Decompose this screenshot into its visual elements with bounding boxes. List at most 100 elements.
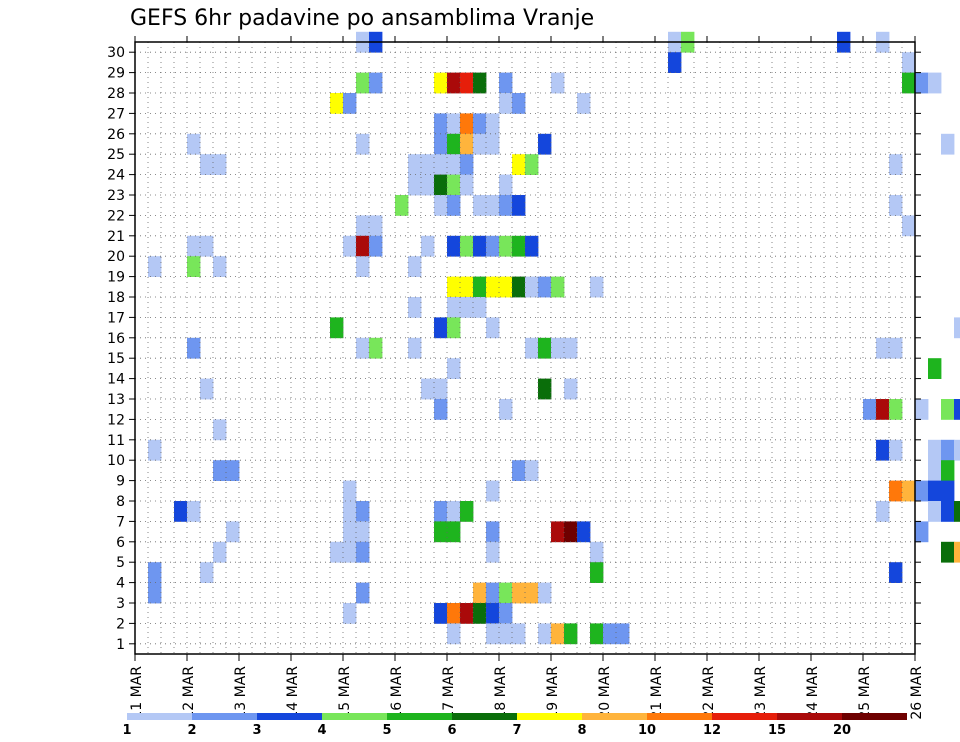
precip-cell-m20-t29 <box>512 235 526 257</box>
precip-cell-m19-t6 <box>213 256 227 277</box>
y-tick-label: 22 <box>107 208 125 224</box>
precip-cell-m5-t62 <box>941 541 955 563</box>
precip-cell-m20-t25 <box>460 235 474 257</box>
precip-cell-m7-t62 <box>941 501 955 522</box>
precip-cell-m6-t34 <box>577 521 591 543</box>
precip-cell-m1-t31 <box>538 623 552 645</box>
precip-cell-m22-t23 <box>434 195 448 216</box>
precip-cell-m6-t17 <box>356 521 370 543</box>
legend-label: 12 <box>703 723 721 738</box>
legend-label: 3 <box>252 723 261 738</box>
precip-cell-m2-t16 <box>343 603 357 624</box>
precip-cell-m8-t16 <box>343 480 357 502</box>
legend-swatch <box>452 713 517 720</box>
precip-cell-m20-t17 <box>356 235 370 257</box>
precip-cell-m15-t21 <box>408 337 422 359</box>
precip-cell-m4-t1 <box>148 562 162 583</box>
precip-cell-m25-t24 <box>447 133 461 155</box>
precip-cell-m20-t16 <box>343 235 357 257</box>
precip-cell-m28-t61 <box>928 72 942 94</box>
precip-cell-m23-t21 <box>408 174 422 196</box>
precip-cell-m16-t23 <box>434 317 448 339</box>
x-tick-label: 16 MAR <box>389 666 405 720</box>
precip-cell-m12-t56 <box>863 399 877 420</box>
precip-cell-m18-t28 <box>499 276 513 298</box>
precip-cell-m24-t6 <box>213 154 227 175</box>
cells-layer <box>148 31 960 645</box>
precip-cell-m10-t1 <box>148 439 162 461</box>
precip-cell-m24-t25 <box>460 154 474 175</box>
precip-cell-m12-t63 <box>954 399 960 420</box>
legend-swatch <box>517 713 582 720</box>
legend-label: 6 <box>447 723 456 738</box>
precip-cell-m7-t16 <box>343 501 357 522</box>
precip-cell-m22-t28 <box>499 195 513 216</box>
precip-cell-m24-t58 <box>889 154 903 175</box>
legend-label: 2 <box>187 723 196 738</box>
precip-cell-m28-t26 <box>473 72 487 94</box>
precip-cell-m23-t22 <box>421 174 435 196</box>
precip-cell-m27-t34 <box>577 93 591 114</box>
precip-cell-m15-t32 <box>551 337 565 359</box>
precip-cell-m1-t27 <box>486 623 500 645</box>
precip-cell-m26-t25 <box>460 113 474 135</box>
precip-cell-m10-t58 <box>889 439 903 461</box>
legend-label: 5 <box>382 723 391 738</box>
grid-layer <box>135 42 916 654</box>
y-tick-label: 13 <box>107 392 125 408</box>
precip-cell-m24-t22 <box>421 154 435 175</box>
precip-cell-m1-t24 <box>447 623 461 645</box>
x-tick-label: 19 MAR <box>545 666 561 720</box>
precip-cell-m16-t27 <box>486 317 500 339</box>
precip-cell-m22-t27 <box>486 195 500 216</box>
precip-cell-m12-t60 <box>915 399 929 420</box>
precip-cell-m25-t31 <box>538 133 552 155</box>
precip-cell-m5-t15 <box>330 541 344 563</box>
legend-swatch <box>777 713 842 720</box>
precip-cell-m16-t24 <box>447 317 461 339</box>
precip-cell-m6-t23 <box>434 521 448 543</box>
precip-cell-m22-t58 <box>889 195 903 216</box>
precip-cell-m17-t26 <box>473 297 487 318</box>
precip-cell-m7-t63 <box>954 501 960 522</box>
precip-cell-m15-t18 <box>369 337 383 359</box>
x-tick-label: 11 MAR <box>129 666 145 720</box>
precip-cell-m20-t27 <box>486 235 500 257</box>
legend-swatch <box>322 713 387 720</box>
precip-cell-m4-t35 <box>590 562 604 583</box>
precip-cell-m9-t62 <box>941 460 955 481</box>
precip-cell-m10-t63 <box>954 439 960 461</box>
precip-cell-m15-t4 <box>187 337 201 359</box>
x-tick-label: 18 MAR <box>493 666 509 720</box>
legend-swatch <box>127 713 192 720</box>
precip-cell-m3-t29 <box>512 582 526 604</box>
y-tick-label: 2 <box>116 616 125 632</box>
precip-cell-m14-t24 <box>447 358 461 379</box>
precip-cell-m22-t24 <box>447 195 461 216</box>
precip-cell-m10-t57 <box>876 439 890 461</box>
y-tick-label: 29 <box>107 66 125 82</box>
precip-cell-m3-t17 <box>356 582 370 604</box>
precip-cell-m28-t18 <box>369 72 383 94</box>
y-tick-label: 30 <box>107 45 125 61</box>
precip-cell-m25-t27 <box>486 133 500 155</box>
precip-cell-m15-t33 <box>564 337 578 359</box>
precip-cell-m6-t32 <box>551 521 565 543</box>
precip-cell-m27-t28 <box>499 93 513 114</box>
y-tick-label: 20 <box>107 249 125 265</box>
y-tick-label: 7 <box>116 514 125 530</box>
precip-cell-m9-t7 <box>226 460 240 481</box>
precip-cell-m17-t24 <box>447 297 461 318</box>
y-tick-label: 26 <box>107 127 125 143</box>
precip-cell-m26-t24 <box>447 113 461 135</box>
precip-cell-m3-t1 <box>148 582 162 604</box>
precip-cell-m21-t17 <box>356 215 370 237</box>
precip-cell-m24-t21 <box>408 154 422 175</box>
precip-cell-m28-t17 <box>356 72 370 94</box>
precip-cell-m6-t24 <box>447 521 461 543</box>
precip-cell-m7-t23 <box>434 501 448 522</box>
precip-cell-m26-t27 <box>486 113 500 135</box>
y-tick-label: 10 <box>107 453 125 469</box>
y-tick-label: 11 <box>107 433 125 449</box>
